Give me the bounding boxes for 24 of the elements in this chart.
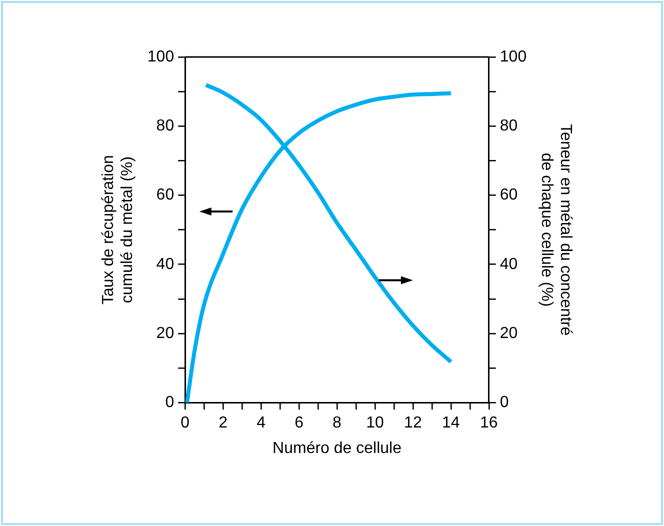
y-tick-label: 80: [156, 118, 174, 135]
x-tick-label: 2: [218, 414, 228, 432]
y-tick-label: 20: [156, 324, 174, 342]
y-tick-label: 60: [156, 186, 174, 204]
y-tick-label: 40: [156, 256, 174, 273]
y-axis-title: Taux de récupération cumulé du métal (%): [100, 155, 136, 305]
x-tick-label: 12: [404, 414, 422, 432]
y2-tick-label: 60: [500, 186, 518, 204]
y-tick-label: 0: [165, 394, 174, 412]
y-tick-label: 100: [147, 48, 174, 66]
x-tick-label: 4: [256, 414, 266, 432]
y2-tick-label: 80: [500, 118, 518, 135]
y2-tick-label: 20: [500, 324, 518, 342]
x-tick-label: 14: [442, 414, 460, 432]
x-tick-label: 0: [180, 414, 190, 432]
y2-tick-label: 0: [500, 394, 509, 412]
x-axis-title: Numéro de cellule: [272, 440, 402, 457]
x-tick-label: 8: [332, 414, 342, 432]
x-tick-label: 6: [294, 414, 304, 432]
y2-axis-title: Teneur en métal du concentré de chaque cellule (%): [538, 124, 574, 336]
y2-tick-label: 40: [500, 256, 518, 273]
x-tick-label: 16: [480, 414, 498, 432]
y2-tick-label: 100: [500, 48, 527, 66]
x-tick-label: 10: [366, 414, 384, 432]
